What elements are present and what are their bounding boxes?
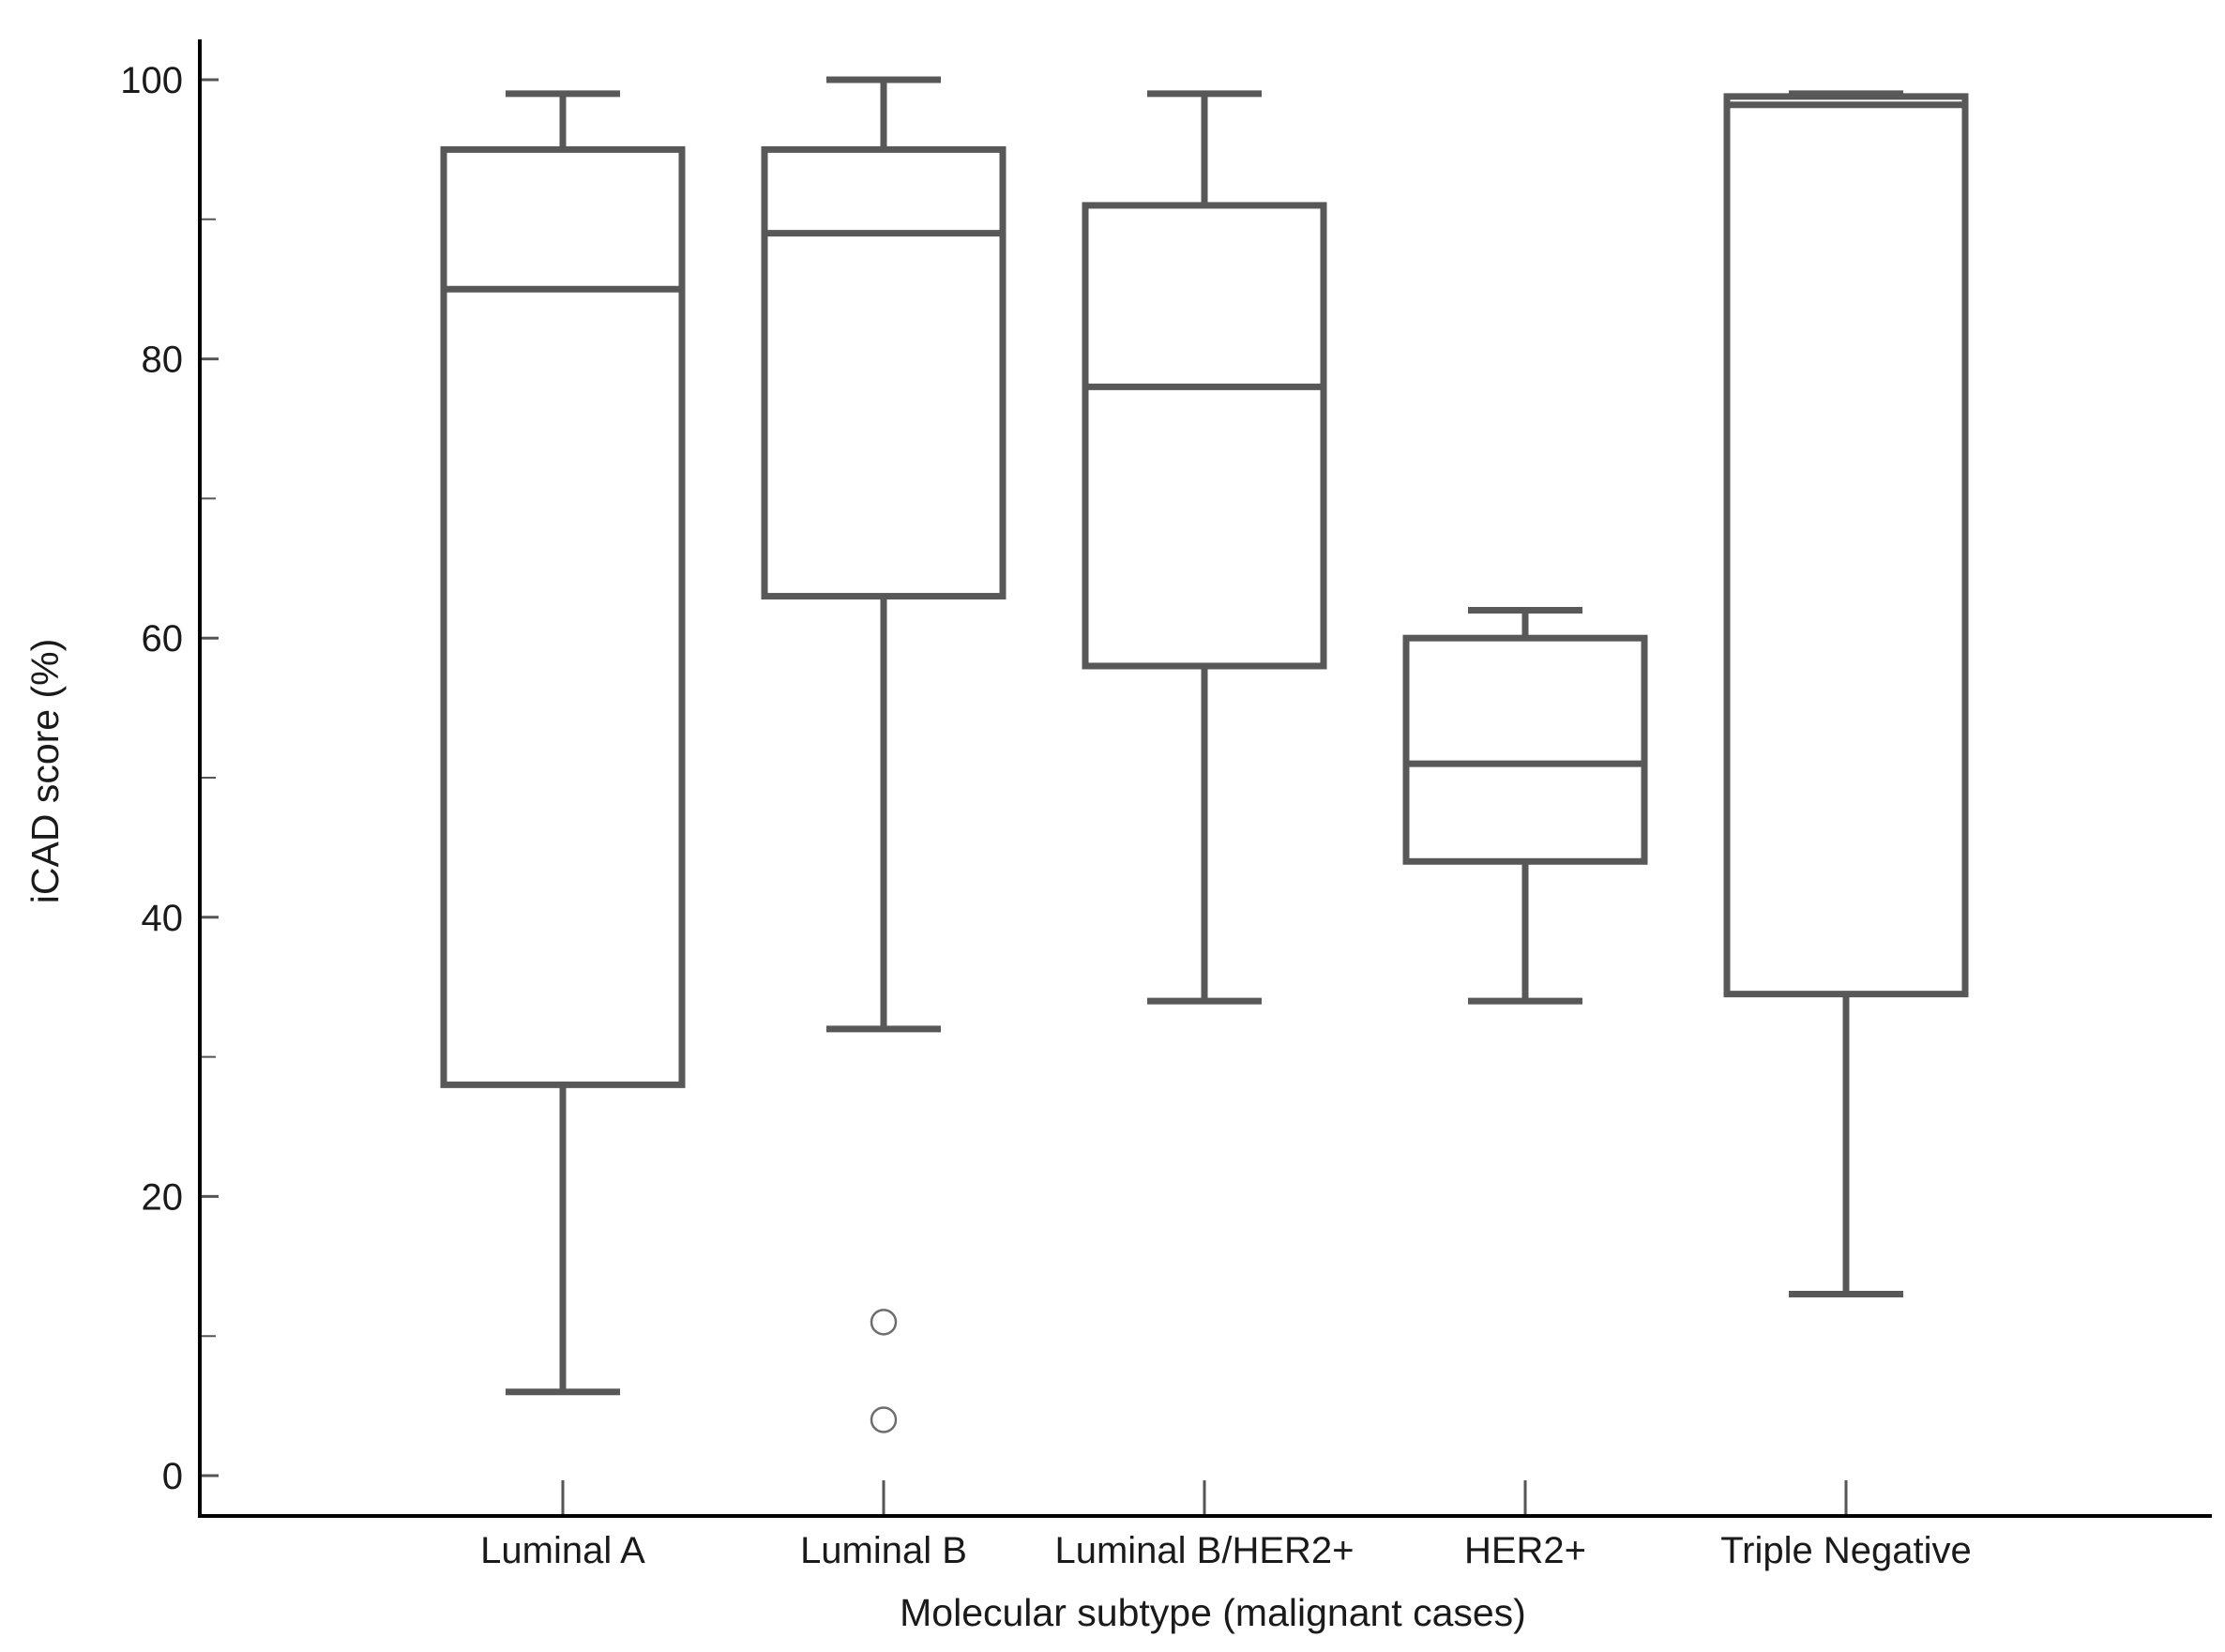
outlier-point: [870, 1309, 898, 1336]
box-luminal-b-her2-: [1082, 90, 1327, 1005]
x-tick-label: Triple Negative: [1720, 1530, 1972, 1571]
iqr-box: [440, 145, 686, 1088]
x-tick-label: Luminal B/HER2+: [1054, 1530, 1354, 1571]
y-tick-label: 100: [120, 60, 183, 101]
box-triple-negative: [1723, 90, 1969, 1298]
y-axis-ticks: 0 20 40 60 80 100: [120, 60, 219, 1497]
iqr-box: [1082, 202, 1327, 670]
outlier-point: [870, 1406, 898, 1433]
x-axis-title: Molecular subtype (malignant cases): [900, 1591, 1526, 1634]
iqr-box: [1723, 93, 1969, 998]
y-tick-label: 40: [142, 898, 184, 939]
y-tick-label: 80: [142, 340, 184, 381]
x-tick-label: HER2+: [1464, 1530, 1586, 1571]
box-luminal-a: [440, 90, 686, 1396]
box-her2-: [1402, 606, 1648, 1005]
box-luminal-b: [761, 76, 1007, 1433]
iqr-box: [1402, 634, 1648, 865]
y-tick-label: 0: [162, 1456, 183, 1497]
x-tick-label: Luminal B: [800, 1530, 967, 1571]
y-tick-label: 60: [142, 618, 184, 659]
y-tick-label: 20: [142, 1176, 184, 1218]
box-series: [440, 76, 1969, 1433]
x-tick-label: Luminal A: [480, 1530, 645, 1571]
x-axis-ticks: Luminal A Luminal B Luminal B/HER2+ HER2+ Tr…: [480, 1480, 1972, 1571]
y-axis-title: iCAD score (%): [23, 639, 67, 903]
iqr-box: [761, 145, 1007, 600]
